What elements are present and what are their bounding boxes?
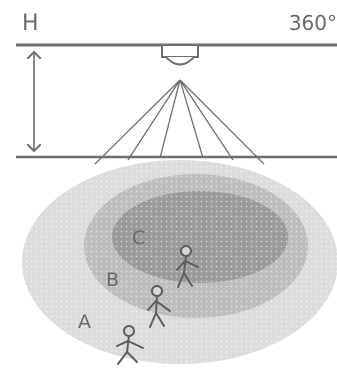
detection-cone <box>94 79 265 165</box>
zone-c-label: C <box>132 227 145 249</box>
person-icon <box>116 325 144 365</box>
height-label: H <box>22 11 39 36</box>
detection-zones <box>22 160 337 364</box>
ceiling-sensor-icon <box>161 44 199 66</box>
angle-label: 360° <box>289 11 337 35</box>
zone-dot-texture <box>22 160 337 364</box>
person-icon <box>147 285 171 328</box>
person-icon <box>176 245 199 288</box>
zone-a-label: A <box>78 311 91 333</box>
zone-b-label: B <box>106 269 119 291</box>
